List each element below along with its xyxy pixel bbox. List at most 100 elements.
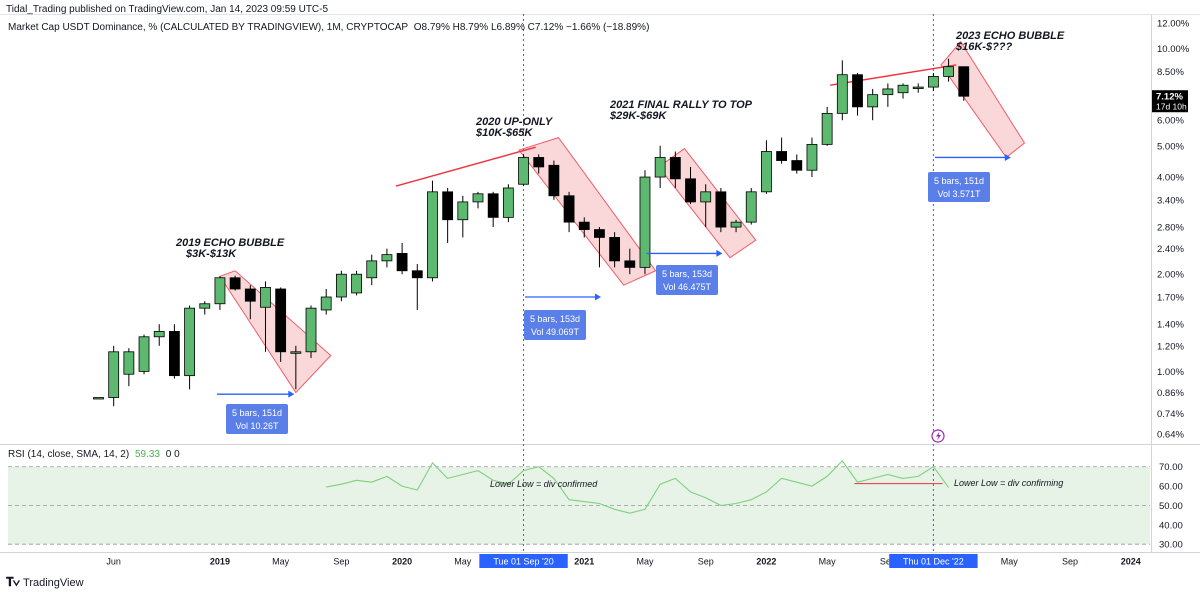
candle-body [867, 94, 879, 108]
candle-body [411, 270, 423, 279]
last-price-badge [1152, 90, 1188, 113]
measure-bars: 5 bars, 151d [232, 408, 282, 418]
price-tick-label: 1.00% [1157, 367, 1184, 378]
time-axis-label: 2022 [756, 557, 776, 567]
candle-body [93, 397, 104, 400]
candle-body [821, 112, 833, 145]
candle-body [669, 157, 681, 180]
price-tick-label: 10.00% [1157, 44, 1190, 55]
candle-body [928, 76, 939, 88]
cycle-label-range: $29K-$69K [609, 110, 667, 122]
candle-body [260, 287, 271, 308]
candle-body [442, 191, 454, 221]
candle-body [457, 201, 469, 221]
time-axis-label: Sep [333, 557, 349, 567]
rsi-line [326, 460, 950, 514]
measure-arrowhead [594, 293, 601, 301]
candle-body [761, 151, 772, 193]
time-axis-label: Sep [1062, 557, 1078, 567]
candle-body [912, 86, 924, 89]
last-price-countdown: 17d 10h [1156, 102, 1187, 112]
candle-body [563, 195, 575, 223]
cycle-label-range: $10K-$65K [475, 127, 533, 139]
candle-body [609, 237, 621, 262]
measure-box [226, 404, 288, 434]
candle-body [229, 277, 241, 290]
tradingview-brand[interactable]: 𝐓∨ TradingView [6, 575, 84, 590]
measure-volume: Vol 3.571T [937, 189, 981, 199]
cycle-label: 2019 ECHO BUBBLE [175, 237, 285, 249]
time-axis-label: Tue 01 Sep '20 [493, 557, 553, 567]
candle-body [943, 66, 954, 77]
candle-body [108, 351, 120, 398]
time-axis-highlight [479, 554, 568, 568]
price-tick-label: 3.40% [1157, 195, 1184, 206]
last-price-value: 7.12% [1156, 92, 1183, 103]
rsi-legend: RSI (14, close, SMA, 14, 2) 59.33 0 0 [8, 449, 180, 460]
candle-body [381, 254, 393, 262]
candle-body [882, 88, 894, 96]
candle-body [700, 191, 712, 203]
measure-volume: Vol 46.475T [663, 282, 712, 292]
price-tick-label: 2.00% [1157, 270, 1184, 281]
measure-bars: 5 bars, 153d [662, 269, 712, 279]
rsi-title: RSI (14, close, SMA, 14, 2) [8, 449, 130, 460]
rsi-tick-label: 60.00 [1159, 482, 1183, 493]
price-tick-label: 5.00% [1157, 141, 1184, 152]
rsi-extra: 0 0 [165, 449, 180, 460]
candle-body [184, 307, 195, 377]
candle-body [214, 277, 226, 305]
time-axis-label: Thu 01 Dec '22 [903, 557, 964, 567]
candle-body [639, 176, 651, 268]
candle-body [836, 74, 848, 114]
candle-body [518, 157, 529, 185]
candle-body [654, 157, 666, 178]
candle-body [138, 336, 150, 372]
rsi-tick-label: 40.00 [1159, 520, 1183, 531]
candle-body [897, 84, 909, 94]
price-tick-label: 1.20% [1157, 341, 1184, 352]
candle-body [624, 260, 636, 268]
candle-body [791, 160, 803, 171]
price-tick-label: 1.70% [1157, 293, 1184, 304]
candle-body [594, 229, 605, 238]
candle-body [427, 191, 438, 279]
measure-box [928, 172, 990, 202]
candle-body [320, 296, 332, 311]
candle-body [366, 260, 378, 279]
price-tick-label: 0.74% [1157, 409, 1184, 420]
candle-body [533, 157, 545, 168]
candle-body [730, 221, 742, 228]
candle-body [472, 193, 484, 203]
time-axis-label: 2020 [392, 557, 412, 567]
candle-body [275, 288, 287, 353]
price-tick-label: 0.64% [1157, 429, 1184, 440]
measure-volume: Vol 49.069T [531, 327, 580, 337]
candle-body [502, 187, 514, 218]
candle-body [153, 331, 165, 338]
price-channel [940, 40, 1026, 159]
price-tick-label: 2.80% [1157, 223, 1184, 234]
rsi-tick-label: 70.00 [1159, 462, 1183, 473]
measure-arrowhead [1004, 153, 1011, 161]
price-tick-label: 0.86% [1157, 388, 1184, 399]
rsi-value: 59.33 [134, 449, 160, 460]
candle-body [852, 74, 863, 108]
price-tick-label: 2.40% [1157, 244, 1184, 255]
cycle-label-range: $3K-$13K [185, 248, 237, 260]
tradingview-logo-icon: 𝐓∨ [6, 575, 20, 589]
time-axis-label: May [636, 557, 654, 567]
ohlc-values: O8.79% H8.79% L6.89% C7.12% −1.66% (−18.… [413, 22, 650, 33]
measure-volume: Vol 10.26T [235, 421, 279, 431]
rsi-tick-label: 30.00 [1159, 540, 1183, 551]
price-tick-label: 1.40% [1157, 320, 1184, 331]
candle-body [958, 66, 970, 97]
time-axis-label: Jun [106, 557, 121, 567]
measure-box [524, 310, 586, 340]
time-axis-label: May [1001, 557, 1019, 567]
time-axis-label: Sep [698, 557, 714, 567]
time-axis-label: 2021 [574, 557, 594, 567]
candle-body [244, 288, 256, 302]
tradingview-brand-label: TradingView [23, 576, 84, 589]
